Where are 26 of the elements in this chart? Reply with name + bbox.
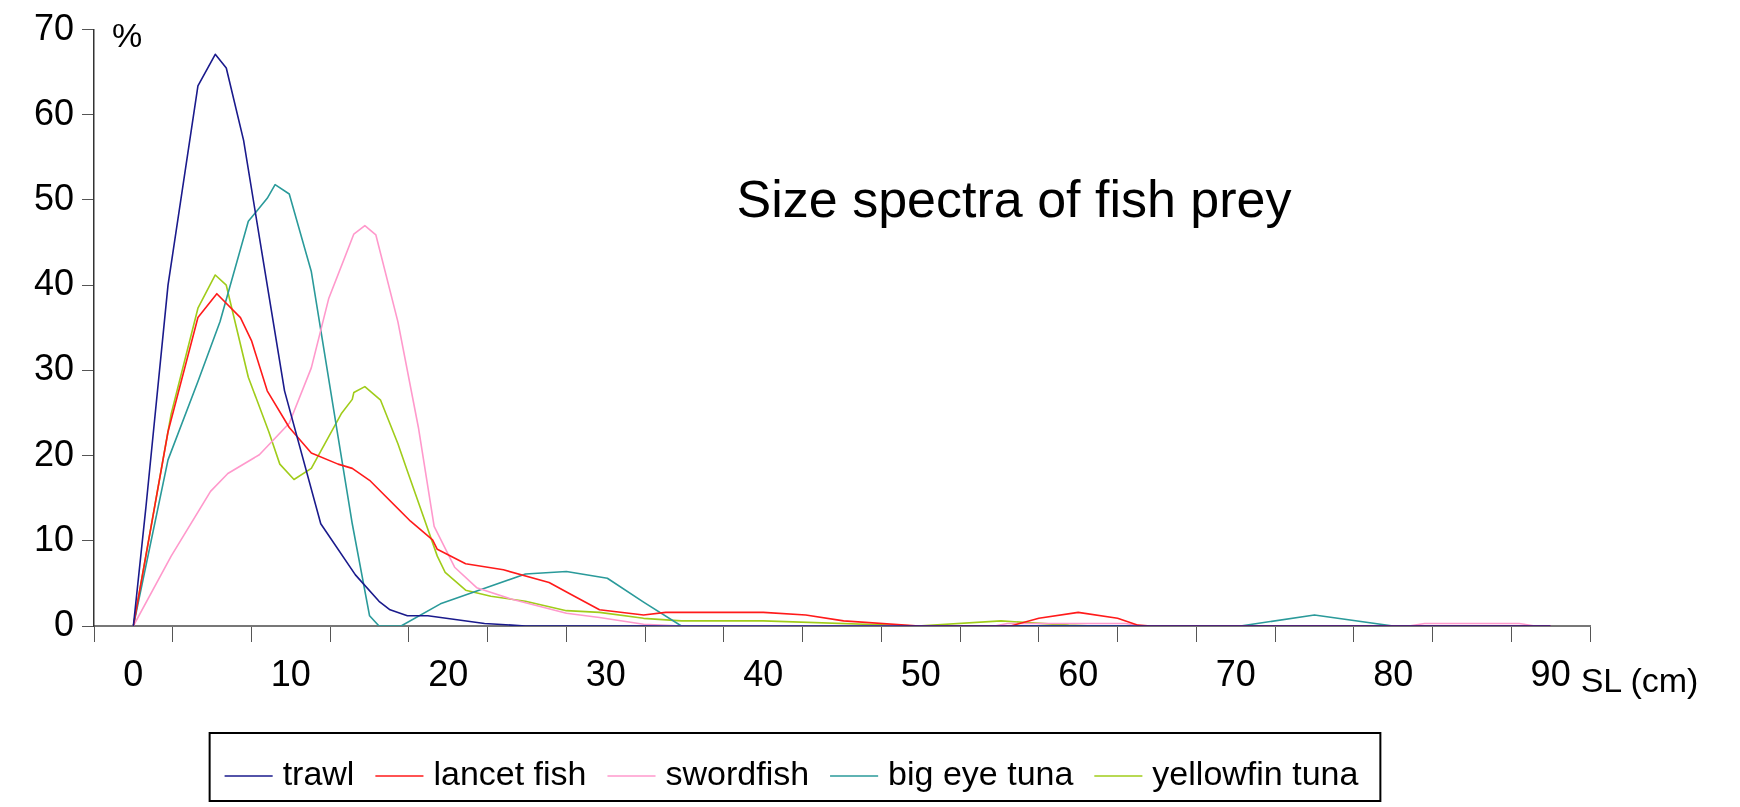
- x-tick-label: 40: [743, 652, 784, 694]
- x-tick-label: 80: [1373, 652, 1414, 694]
- y-tick-label: 40: [33, 262, 74, 304]
- y-tick-label: 10: [33, 517, 74, 559]
- y-axis-title: %: [112, 15, 143, 54]
- legend-label: lancet fish: [433, 754, 587, 793]
- y-tick-label: 20: [33, 432, 74, 474]
- x-tick-label: 90: [1530, 652, 1571, 694]
- y-tick-label: 70: [33, 6, 74, 48]
- x-tick-label: 0: [123, 652, 144, 694]
- x-tick-label: 20: [428, 652, 469, 694]
- x-tick-label: 30: [585, 652, 626, 694]
- x-tick-label: 70: [1215, 652, 1256, 694]
- legend-label: trawl: [282, 754, 355, 793]
- y-tick-label: 60: [33, 91, 74, 133]
- y-tick-label: 50: [33, 176, 74, 218]
- x-tick-label: 50: [900, 652, 941, 694]
- legend-label: swordfish: [665, 754, 810, 793]
- x-tick-label: 60: [1058, 652, 1099, 694]
- x-axis-title: SL (cm): [1580, 661, 1699, 700]
- text: Size spectra of fish prey: [736, 169, 1292, 228]
- y-tick-label: 0: [53, 602, 74, 644]
- legend-label: big eye tuna: [888, 754, 1074, 793]
- y-tick-label: 30: [33, 347, 74, 389]
- legend-label: yellowfin tuna: [1152, 754, 1359, 793]
- x-tick-label: 10: [270, 652, 311, 694]
